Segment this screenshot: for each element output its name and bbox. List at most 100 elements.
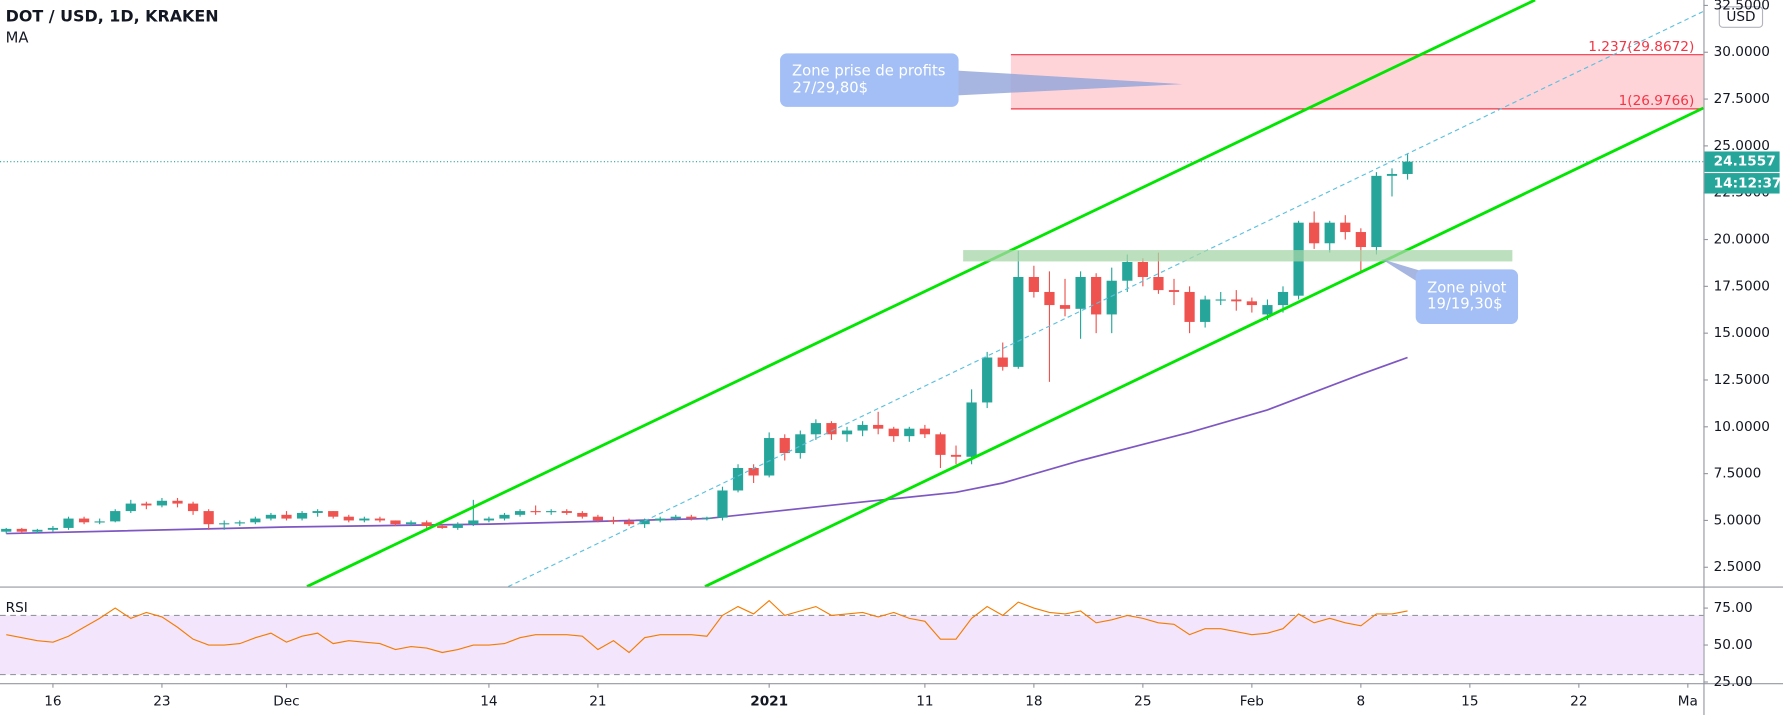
candle-body (1340, 222, 1351, 233)
candle-body (172, 500, 183, 504)
candle-body (374, 518, 386, 521)
candle-body (592, 516, 604, 521)
candle (950, 445, 962, 465)
candle (1168, 278, 1180, 306)
candle-body (1091, 276, 1102, 315)
channel-upper (306, 0, 1536, 587)
y-tick-label: 27.5000 (1714, 91, 1770, 107)
rsi-tick-label: 50.00 (1714, 637, 1753, 653)
candle (219, 520, 230, 530)
x-tick-label: 15 (1461, 693, 1478, 709)
candle-body (483, 518, 495, 521)
candle-body (935, 434, 946, 455)
candle (514, 509, 526, 517)
rsi-line (6, 599, 1408, 654)
candle-body (841, 430, 853, 435)
candle-body (826, 423, 837, 435)
candle (172, 497, 183, 508)
candle (795, 430, 806, 459)
drawings (306, 0, 1704, 587)
candle-body (265, 514, 277, 519)
candle-body (748, 468, 759, 476)
candle-body (1, 528, 12, 532)
callout-pointer (955, 70, 1183, 96)
candle-body (203, 511, 214, 525)
candle (1075, 271, 1086, 339)
candle-body (499, 514, 510, 519)
candle-body (1231, 299, 1242, 302)
candle (623, 518, 635, 527)
candle (203, 509, 214, 530)
candle (655, 516, 666, 523)
candle-body (156, 500, 168, 506)
candle (343, 514, 354, 523)
candle-body (1246, 301, 1257, 306)
candle-body (919, 428, 930, 435)
ma-line (6, 356, 1408, 535)
last-price-label: 24.1557 (1714, 154, 1776, 170)
candle-body (764, 438, 775, 476)
candle (32, 528, 43, 534)
candle (1, 527, 12, 534)
candle (312, 509, 323, 517)
candle (997, 342, 1008, 371)
candle-body (1028, 276, 1039, 292)
candle-body (546, 511, 557, 513)
candle-body (701, 517, 713, 519)
candle (296, 511, 308, 521)
candle (110, 509, 121, 523)
candle-body (810, 423, 822, 435)
candle (468, 499, 479, 527)
candle (1231, 290, 1242, 311)
candle-body (1371, 175, 1382, 248)
last-price-box (1704, 151, 1780, 172)
currency-badge[interactable] (1718, 6, 1764, 28)
x-tick-label: 22 (1570, 693, 1587, 709)
candle (328, 511, 339, 519)
candle (1137, 258, 1148, 287)
candle (94, 518, 105, 525)
candle (546, 509, 557, 515)
candle (873, 411, 884, 435)
candle-body (530, 511, 541, 513)
candle (1324, 220, 1335, 253)
candle (1106, 267, 1117, 334)
y-tick-label: 10.0000 (1714, 419, 1770, 435)
candle (577, 511, 588, 519)
candle (1386, 168, 1398, 197)
candle-body (966, 402, 977, 457)
candle-body (187, 503, 199, 512)
y-tick-label: 5.0000 (1714, 512, 1762, 528)
y-tick-label: 25.0000 (1714, 138, 1770, 154)
candle-body (390, 520, 401, 525)
candle-body (421, 522, 432, 527)
candle (982, 351, 993, 409)
candle-body (655, 518, 666, 521)
candle-body (94, 521, 105, 523)
candle (250, 516, 261, 525)
candle (483, 516, 495, 523)
candle (935, 432, 946, 469)
candle-body (1324, 222, 1335, 244)
candle-body (452, 524, 463, 528)
candle-body (950, 454, 962, 457)
y-tick-label: 12.5000 (1714, 372, 1770, 388)
x-tick-label: 14 (480, 693, 497, 709)
candle (359, 516, 370, 523)
candle-body (1215, 299, 1226, 301)
candle-body (873, 424, 884, 429)
candle-body (1013, 276, 1024, 367)
rsi-tick-label: 25.00 (1714, 674, 1753, 690)
candle-body (623, 521, 635, 525)
candle (1200, 295, 1211, 328)
candle (717, 486, 728, 521)
candle-body (686, 516, 697, 519)
x-tick-label: Feb (1240, 693, 1264, 709)
symbol-title: DOT / USD, 1D, KRAKEN (6, 7, 219, 26)
candle (764, 432, 775, 478)
candle-body (281, 514, 292, 519)
candle (452, 522, 463, 530)
candle (63, 516, 74, 530)
candle-body (732, 468, 744, 491)
candle-body (1075, 276, 1086, 309)
